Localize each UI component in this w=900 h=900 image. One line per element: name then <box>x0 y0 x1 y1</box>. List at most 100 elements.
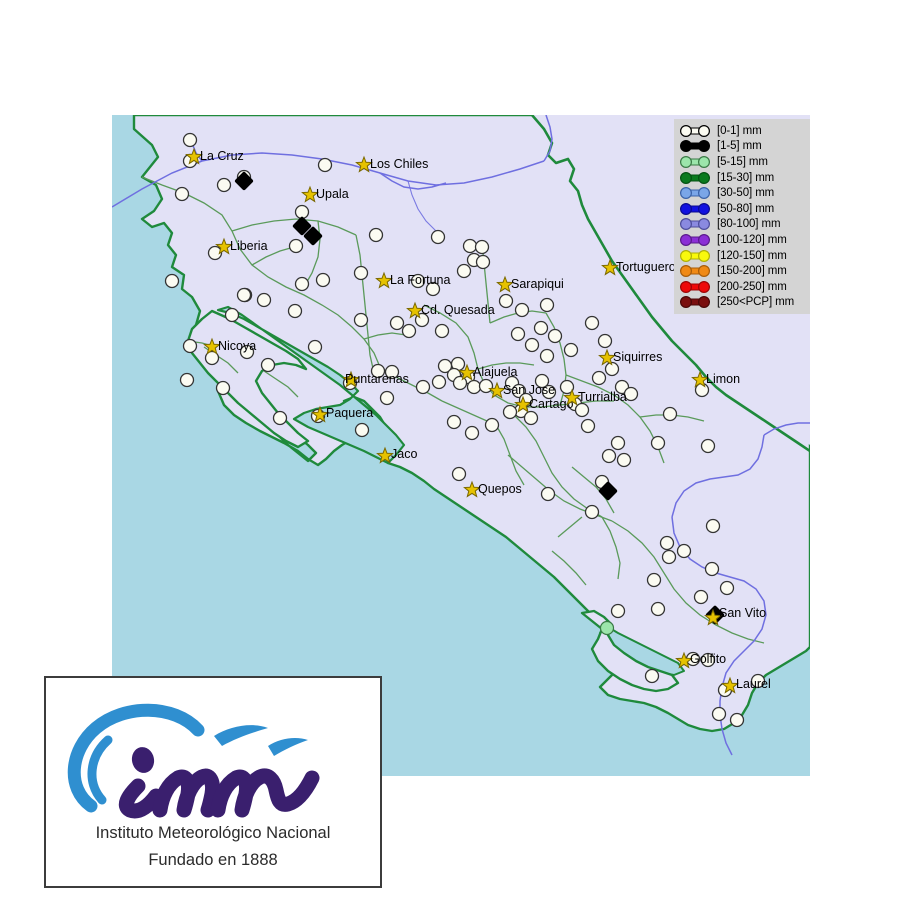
station-marker[interactable] <box>236 287 252 303</box>
station-marker[interactable] <box>425 281 441 297</box>
station-marker[interactable] <box>475 254 491 270</box>
station-marker[interactable] <box>547 328 563 344</box>
station-marker[interactable] <box>574 402 590 418</box>
city-star-icon[interactable] <box>375 271 393 289</box>
station-marker[interactable] <box>239 344 255 360</box>
station-marker[interactable] <box>224 307 240 323</box>
city-star-icon[interactable] <box>215 237 233 255</box>
station-marker[interactable] <box>307 339 323 355</box>
station-marker[interactable] <box>650 601 666 617</box>
station-marker[interactable] <box>604 361 620 377</box>
station-marker[interactable] <box>584 504 600 520</box>
station-marker[interactable] <box>182 132 198 148</box>
station-marker[interactable] <box>644 668 660 684</box>
station-marker[interactable] <box>272 410 288 426</box>
station-marker[interactable] <box>256 292 272 308</box>
station-marker[interactable] <box>584 315 600 331</box>
station-marker[interactable] <box>623 386 639 402</box>
station-marker[interactable] <box>164 273 180 289</box>
station-marker[interactable] <box>182 338 198 354</box>
station-marker[interactable] <box>384 364 400 380</box>
station-marker[interactable] <box>729 712 745 728</box>
station-marker[interactable] <box>462 238 478 254</box>
legend-row[interactable]: [120-150] mm <box>678 248 808 264</box>
station-marker[interactable] <box>288 238 304 254</box>
legend-row[interactable]: [100-120] mm <box>678 232 808 248</box>
station-marker[interactable] <box>474 239 490 255</box>
station-marker[interactable] <box>711 706 727 722</box>
station-marker[interactable] <box>354 422 370 438</box>
legend-row[interactable]: [15-30] mm <box>678 170 808 186</box>
city-star-icon[interactable] <box>406 301 424 319</box>
station-marker[interactable] <box>498 293 514 309</box>
city-star-icon[interactable] <box>721 676 739 694</box>
city-star-icon[interactable] <box>463 480 481 498</box>
station-marker[interactable] <box>750 673 766 689</box>
legend-row[interactable]: [80-100] mm <box>678 217 808 233</box>
city-star-icon[interactable] <box>601 258 619 276</box>
station-marker[interactable] <box>700 438 716 454</box>
station-marker[interactable] <box>591 370 607 386</box>
city-star-icon[interactable] <box>496 275 514 293</box>
station-marker[interactable] <box>379 390 395 406</box>
station-marker[interactable] <box>294 204 310 220</box>
station-marker[interactable] <box>601 448 617 464</box>
station-marker[interactable] <box>659 535 675 551</box>
station-marker[interactable] <box>456 263 472 279</box>
station-marker[interactable] <box>646 572 662 588</box>
station-marker[interactable] <box>650 435 666 451</box>
city-star-icon[interactable] <box>488 381 506 399</box>
legend-row[interactable]: [50-80] mm <box>678 201 808 217</box>
legend-row[interactable]: [1-5] mm <box>678 139 808 155</box>
station-marker[interactable] <box>437 358 453 374</box>
station-marker[interactable] <box>446 414 462 430</box>
station-marker[interactable] <box>260 357 276 373</box>
station-marker[interactable] <box>401 323 417 339</box>
station-marker[interactable] <box>478 378 494 394</box>
station-marker[interactable] <box>410 273 426 289</box>
city-star-icon[interactable] <box>514 395 532 413</box>
station-marker[interactable] <box>452 375 468 391</box>
station-marker[interactable] <box>368 227 384 243</box>
station-marker[interactable] <box>510 326 526 342</box>
station-marker[interactable] <box>287 303 303 319</box>
station-marker[interactable] <box>174 186 190 202</box>
station-marker[interactable] <box>719 580 735 596</box>
station-marker[interactable] <box>661 549 677 565</box>
city-star-icon[interactable] <box>598 348 616 366</box>
city-star-icon[interactable] <box>563 388 581 406</box>
station-marker[interactable] <box>533 320 549 336</box>
city-markers[interactable]: La Cruz Los Chiles Upala Liberia Nicoya La Fo… <box>185 147 771 694</box>
precipitation-legend[interactable]: [0-1] mm [1-5] mm [5-15] mm [15-30] mm [30-5… <box>674 119 810 315</box>
station-marker[interactable] <box>616 452 632 468</box>
city-star-icon[interactable] <box>203 337 221 355</box>
station-marker[interactable] <box>179 372 195 388</box>
city-star-icon[interactable] <box>185 147 203 165</box>
station-marker[interactable] <box>597 333 613 349</box>
city-star-icon[interactable] <box>355 155 373 173</box>
station-marker[interactable] <box>662 406 678 422</box>
station-marker[interactable] <box>484 417 500 433</box>
legend-row[interactable]: [30-50] mm <box>678 185 808 201</box>
station-marker[interactable] <box>502 404 518 420</box>
station-marker[interactable] <box>430 229 446 245</box>
station-marker[interactable] <box>580 418 596 434</box>
station-marker[interactable] <box>563 342 579 358</box>
station-marker[interactable] <box>415 379 431 395</box>
station-marker-green[interactable] <box>599 620 615 636</box>
station-marker[interactable] <box>204 350 220 366</box>
station-marker[interactable] <box>610 603 626 619</box>
station-marker[interactable] <box>540 486 556 502</box>
station-marker[interactable] <box>431 374 447 390</box>
station-marker[interactable] <box>541 384 557 400</box>
station-marker[interactable] <box>464 425 480 441</box>
station-marker[interactable] <box>523 410 539 426</box>
station-marker-black[interactable] <box>292 216 312 236</box>
city-star-icon[interactable] <box>311 405 329 423</box>
city-star-icon[interactable] <box>458 363 476 381</box>
station-marker[interactable] <box>353 312 369 328</box>
station-marker[interactable] <box>317 157 333 173</box>
city-star-icon[interactable] <box>704 608 722 626</box>
station-marker[interactable] <box>370 363 386 379</box>
station-marker[interactable] <box>676 543 692 559</box>
